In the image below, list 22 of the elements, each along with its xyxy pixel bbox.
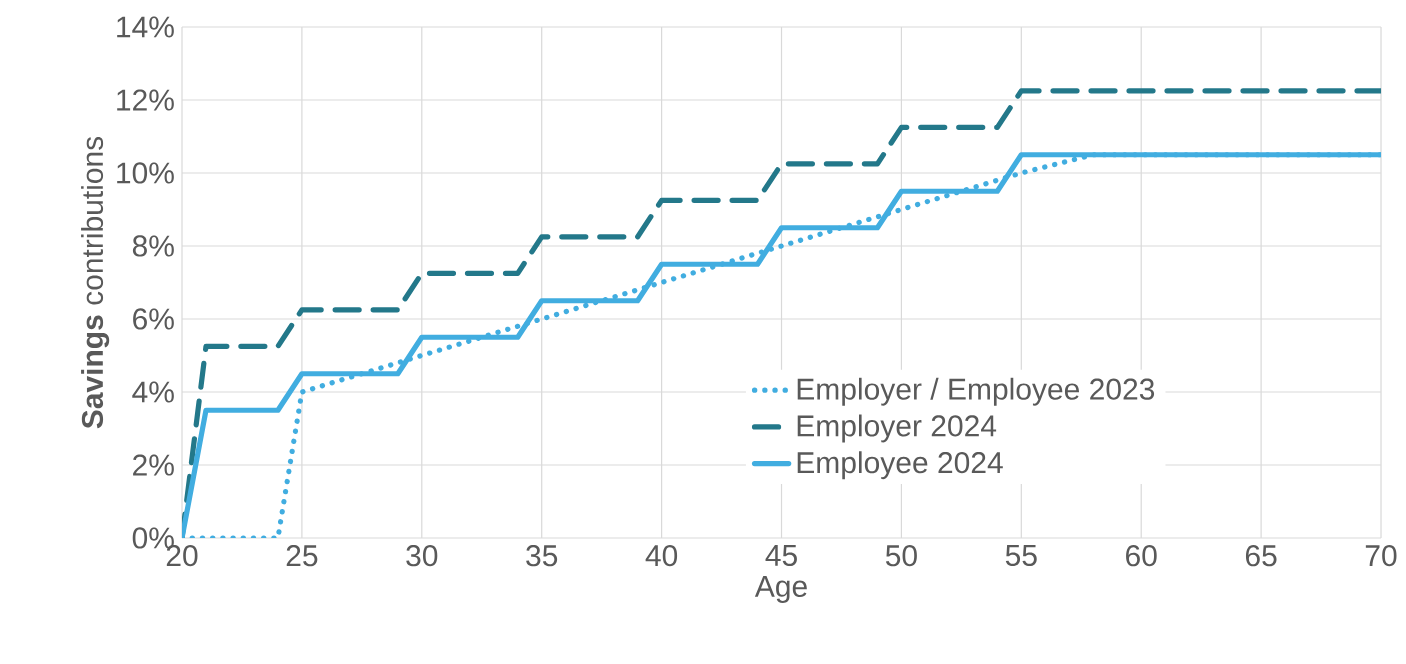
x-tick-label: 45 — [765, 545, 797, 566]
legend-label: Employer / Employee 2023 — [797, 377, 1155, 406]
y-tick-label: 6% — [133, 308, 174, 330]
legend-label: Employer 2024 — [797, 414, 997, 443]
x-tick-label: 40 — [645, 545, 678, 567]
x-axis-title: Age — [754, 576, 807, 603]
y-tick-label: 12% — [117, 89, 174, 111]
y-tick-label: 10% — [117, 162, 174, 184]
x-tick-label: 65 — [1245, 545, 1277, 567]
y-tick-label: 2% — [133, 454, 174, 476]
y-tick-label: 8% — [132, 235, 174, 257]
x-tick-label: 35 — [526, 545, 558, 567]
x-tick-label: 70 — [1365, 545, 1397, 567]
y-tick-label: 4% — [132, 381, 174, 403]
x-tick-label: 30 — [406, 545, 438, 567]
x-tick-label: 25 — [286, 545, 318, 567]
y-axis-title: Savings contributions — [81, 136, 110, 429]
x-tick-label: 50 — [885, 545, 917, 567]
x-tick-label: 60 — [1126, 545, 1157, 567]
legend-label: Employee 2024 — [797, 451, 1003, 480]
x-tick-label: 55 — [1005, 545, 1037, 566]
y-tick-label: 14% — [117, 16, 174, 38]
